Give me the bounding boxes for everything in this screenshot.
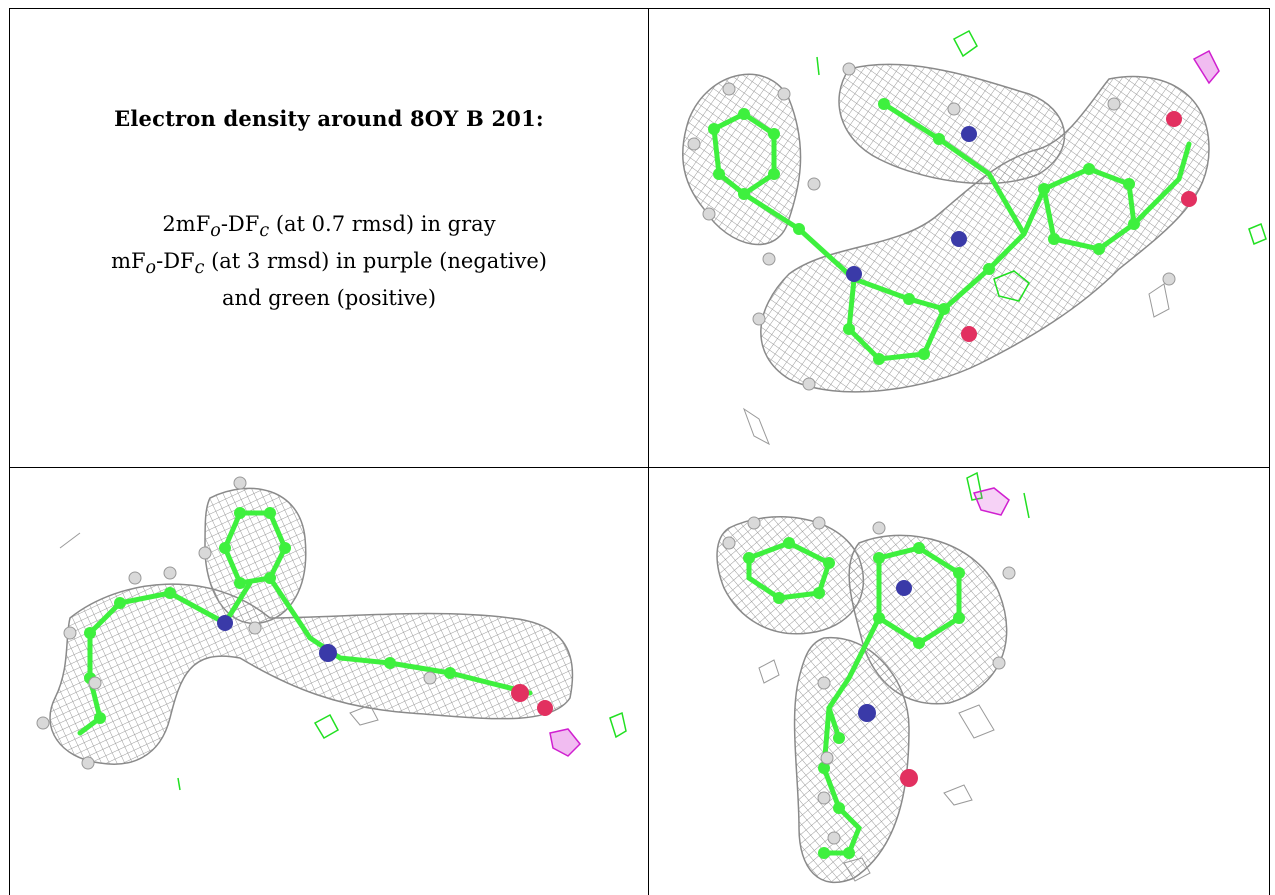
density-render-2 (36, 476, 627, 791)
negative-density (549, 728, 582, 757)
density-view-bottom-left (10, 468, 648, 895)
legend-line-positive: and green (positive) (221, 286, 437, 311)
density-render-1 (682, 29, 1267, 446)
gray-mesh (49, 487, 574, 765)
table-border-left (9, 8, 10, 895)
ligand-atoms (36, 476, 553, 770)
gray-mesh (716, 516, 1008, 884)
ligand-atoms (687, 62, 1197, 391)
density-view-top-right (649, 9, 1269, 467)
ligand-atoms (722, 516, 1016, 859)
legend-line-mfo: mFo-DFc (at 3 rmsd) in purple (negative) (111, 249, 547, 279)
table-border-right (1269, 8, 1270, 895)
gray-fragments (758, 659, 995, 882)
gray-mesh (682, 63, 1210, 393)
ligand-bonds (711, 101, 1192, 362)
negative-density (972, 487, 1010, 516)
positive-density (816, 29, 1267, 302)
legend-line-2mfo: 2mFo-DFc (at 0.7 rmsd) in gray (162, 212, 496, 242)
density-render-3 (716, 471, 1030, 884)
caption-cell: Electron density around 8OY B 201: 2mFo-… (10, 9, 648, 467)
positive-density (177, 711, 627, 791)
table-divider-vertical (648, 8, 649, 895)
gray-fragments (59, 532, 379, 726)
density-legend: 2mFo-DFc (at 0.7 rmsd) in gray mFo-DFc (… (10, 209, 648, 313)
page-title: Electron density around 8OY B 201: (114, 106, 544, 131)
positive-density (966, 471, 1030, 519)
gray-fragments (742, 283, 1170, 446)
negative-density (1192, 49, 1220, 85)
table-border-top (10, 8, 1270, 9)
density-view-bottom-right (649, 468, 1269, 895)
table-divider-horizontal (10, 467, 1270, 468)
